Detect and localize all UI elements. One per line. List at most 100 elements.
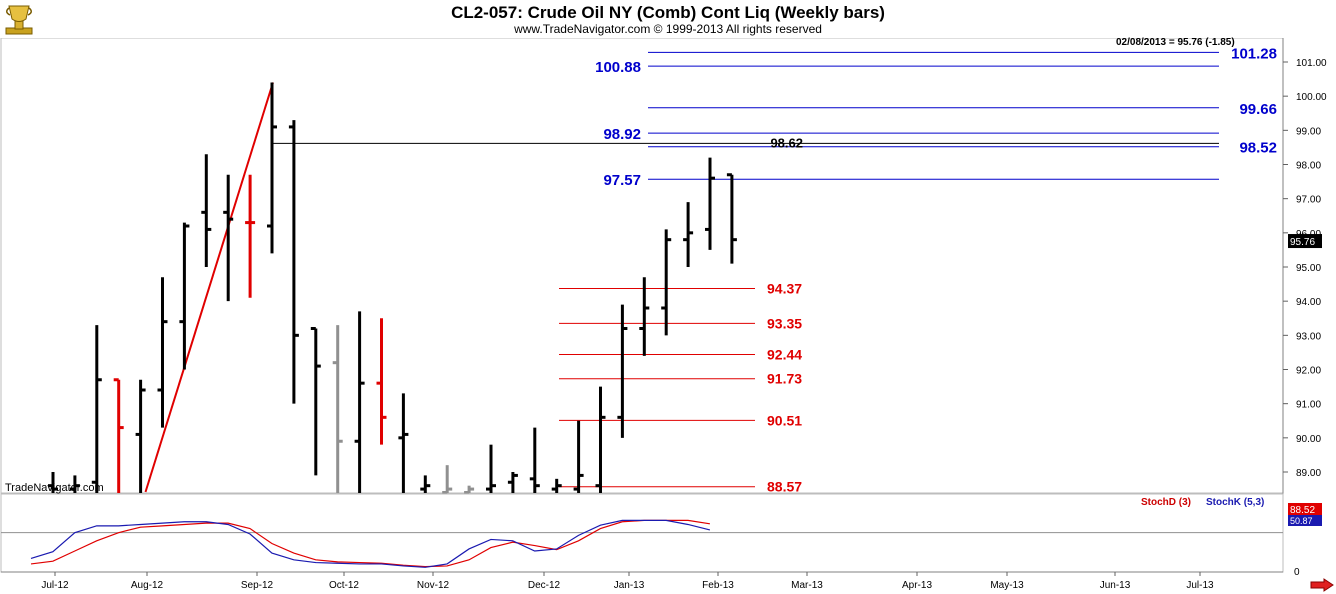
price-bar — [288, 120, 299, 404]
last-price-label: 95.76 — [1290, 237, 1315, 248]
chart-title: CL2-057: Crude Oil NY (Comb) Cont Liq (W… — [451, 3, 885, 22]
legend-stoch-d: StochD (3) — [1141, 497, 1191, 508]
fibonacci-levels: 101.28 100.88 99.66 98.92 98.52 97.57 98.62 94.… — [273, 45, 1277, 495]
support-label: 92.44 — [767, 346, 802, 362]
stoch-d-tag — [1288, 503, 1322, 515]
support-label: 91.73 — [767, 371, 802, 387]
y-tick-label: 89.00 — [1296, 468, 1321, 479]
price-bar — [332, 325, 343, 493]
price-bar — [267, 82, 277, 254]
chart-header: CL2-057: Crude Oil NY (Comb) Cont Liq (W… — [0, 0, 1336, 38]
price-bar — [726, 173, 737, 264]
price-bar — [310, 327, 321, 476]
right-arrow-icon[interactable] — [1310, 578, 1334, 592]
last-price-box — [1288, 234, 1322, 249]
stoch-k-value: 50.87 — [1290, 516, 1313, 526]
last-price-info: 02/08/2013 = 95.76 (-1.85) — [1116, 37, 1235, 48]
price-bars — [48, 82, 737, 494]
y-tick-label: 100.00 — [1296, 92, 1327, 103]
trendline — [144, 82, 274, 493]
y-tick-label: 98.00 — [1296, 161, 1321, 172]
price-bar — [529, 427, 540, 493]
price-bar — [91, 325, 102, 493]
price-bar — [486, 444, 496, 493]
price-bar — [179, 222, 190, 370]
time-axis: Jul-12 Aug-12 Sep-12 Oct-12 Nov-12 Dec-12 Jan-… — [1, 571, 1283, 591]
x-tick-label: Jan-13 — [614, 580, 645, 591]
price-bar — [683, 202, 694, 267]
resistance-label: 98.52 — [1239, 140, 1277, 157]
price-bar — [201, 154, 212, 267]
x-tick-label: Dec-12 — [528, 580, 561, 591]
y-tick-label: 92.00 — [1296, 366, 1321, 377]
price-bar — [135, 379, 146, 493]
last-price-tag: 95.76 — [1288, 234, 1322, 249]
price-bar — [245, 174, 256, 298]
x-tick-label: Mar-13 — [791, 580, 823, 591]
trophy-icon[interactable] — [4, 3, 34, 35]
price-bar — [69, 475, 80, 493]
price-bar — [573, 420, 584, 493]
price-axis: 89.0090.0091.0092.0093.0094.0095.0096.00… — [1282, 38, 1327, 572]
support-label: 90.51 — [767, 412, 802, 428]
price-bar — [661, 229, 672, 336]
stoch-k-line — [30, 519, 711, 568]
price-bar — [223, 174, 234, 302]
stoch-y-tick-label: 0 — [1294, 567, 1300, 578]
stoch-d-value: 88.52 — [1290, 505, 1315, 516]
x-tick-label: Apr-13 — [902, 580, 932, 591]
x-tick-label: Aug-12 — [131, 580, 164, 591]
x-tick-label: Nov-12 — [417, 580, 450, 591]
chart-subtitle: www.TradeNavigator.com © 1999-2013 All r… — [514, 22, 822, 36]
price-bar — [705, 157, 715, 250]
price-bar — [354, 311, 365, 493]
x-tick-label: Jul-12 — [41, 580, 69, 591]
resistance-label: 99.66 — [1239, 101, 1277, 118]
support-label: 94.37 — [767, 281, 802, 297]
x-tick-label: Jun-13 — [1100, 580, 1131, 591]
x-tick-label: May-13 — [990, 580, 1024, 591]
price-bar — [442, 465, 453, 494]
resistance-label: 101.28 — [1231, 45, 1277, 62]
support-label: 93.35 — [767, 315, 802, 331]
price-bar — [157, 277, 168, 428]
price-bar — [551, 478, 562, 493]
price-bar — [639, 277, 650, 356]
legend-stoch-k: StochK (5,3) — [1206, 497, 1265, 508]
price-bar — [464, 485, 475, 494]
pivot-label: 98.62 — [770, 135, 803, 150]
x-tick-label: Sep-12 — [241, 580, 274, 591]
price-bar — [48, 472, 58, 493]
x-tick-label: Jul-13 — [1186, 580, 1214, 591]
y-tick-label: 90.00 — [1296, 434, 1321, 445]
y-tick-label: 95.00 — [1296, 263, 1321, 274]
price-panel: 89.0090.0091.0092.0093.0094.0095.0096.00… — [0, 37, 1327, 572]
y-tick-label: 99.00 — [1296, 126, 1321, 137]
price-bar — [376, 318, 387, 445]
price-plot-area — [0, 37, 1284, 494]
price-bar — [420, 475, 431, 493]
price-bar — [595, 386, 606, 493]
y-tick-label: 97.00 — [1296, 195, 1321, 206]
brand-watermark: TradeNavigator.com — [5, 482, 104, 494]
price-bar — [507, 472, 518, 493]
stoch-k-tag — [1288, 515, 1322, 526]
support-label: 88.57 — [767, 479, 802, 495]
resistance-label: 98.92 — [603, 126, 641, 143]
price-bar — [617, 304, 628, 438]
y-tick-label: 93.00 — [1296, 331, 1321, 342]
price-bar — [113, 378, 124, 493]
stochastic-lines: 0 — [1, 519, 1300, 578]
stoch-d-line — [30, 519, 710, 568]
y-tick-label: 91.00 — [1296, 400, 1321, 411]
resistance-label: 97.57 — [603, 172, 641, 189]
y-tick-label: 101.00 — [1296, 58, 1327, 69]
x-tick-label: Feb-13 — [702, 580, 734, 591]
y-tick-label: 94.00 — [1296, 297, 1321, 308]
trendline-segment — [144, 82, 274, 493]
price-bar — [398, 393, 409, 493]
x-tick-label: Oct-12 — [329, 580, 359, 591]
